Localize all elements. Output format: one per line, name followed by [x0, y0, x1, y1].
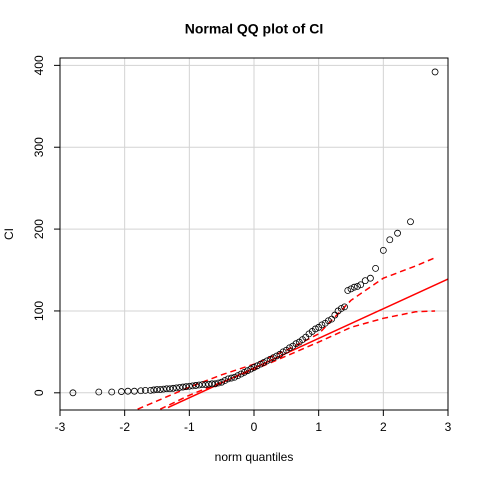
x-tick-label: 1	[315, 420, 322, 434]
point	[153, 386, 161, 393]
point	[357, 281, 365, 289]
point	[215, 379, 222, 387]
plot-area	[69, 68, 448, 410]
point	[234, 372, 242, 380]
point	[95, 388, 103, 396]
point	[150, 386, 158, 394]
y-tick-label: 200	[32, 219, 46, 239]
point	[253, 362, 261, 370]
y-tick-label: 400	[32, 55, 46, 75]
point	[163, 385, 171, 393]
point	[344, 287, 352, 294]
point	[269, 354, 277, 362]
point	[179, 383, 187, 391]
point	[257, 360, 264, 368]
point	[231, 373, 239, 381]
x-tick-label: 2	[380, 420, 387, 434]
point	[244, 367, 251, 375]
point	[341, 303, 348, 311]
point	[211, 380, 219, 388]
point	[247, 365, 255, 373]
point	[176, 384, 184, 391]
point	[218, 378, 226, 386]
point	[147, 386, 154, 394]
y-axis-label: CI	[2, 228, 16, 240]
point	[141, 386, 149, 394]
point	[69, 389, 77, 397]
point	[189, 382, 196, 390]
point	[195, 381, 203, 389]
x-tick-label: 3	[445, 420, 452, 434]
point	[108, 388, 116, 396]
point	[166, 385, 174, 393]
point	[379, 246, 387, 254]
point	[185, 382, 193, 390]
grid	[59, 58, 449, 410]
point	[324, 317, 332, 325]
point	[354, 282, 361, 290]
point	[318, 321, 326, 329]
point	[172, 384, 180, 392]
point	[240, 368, 248, 376]
point	[386, 236, 394, 244]
point	[192, 382, 200, 389]
point	[366, 274, 374, 282]
y-tick-label: 100	[32, 301, 46, 321]
point	[350, 283, 358, 291]
point	[198, 381, 206, 389]
point	[227, 374, 235, 382]
x-tick-label: -3	[55, 420, 66, 434]
point	[431, 68, 439, 76]
y-tick-label: 300	[32, 137, 46, 157]
point	[394, 229, 401, 237]
chart-title: Normal QQ plot of CI	[185, 21, 323, 37]
point	[263, 357, 271, 365]
point	[202, 381, 209, 389]
x-tick-label: -1	[184, 420, 195, 434]
point	[118, 388, 125, 395]
point	[124, 387, 132, 395]
point	[337, 305, 345, 312]
point	[266, 355, 274, 363]
point	[279, 348, 287, 356]
point	[182, 383, 190, 391]
point	[130, 387, 138, 395]
point	[137, 387, 145, 395]
y-tick-label: 0	[32, 389, 46, 396]
point	[347, 285, 355, 293]
x-tick-label: 0	[251, 420, 258, 434]
point	[169, 384, 177, 392]
point	[292, 340, 300, 348]
point	[260, 359, 268, 366]
point	[224, 375, 232, 383]
point	[221, 377, 229, 384]
reference-line	[167, 278, 448, 409]
point	[407, 218, 414, 226]
point	[156, 386, 164, 393]
point	[286, 344, 293, 352]
point	[328, 315, 336, 323]
point	[372, 264, 379, 272]
point	[331, 311, 339, 319]
x-axis-label: norm quantiles	[215, 450, 294, 464]
point	[273, 352, 281, 360]
point	[312, 325, 319, 333]
confidence-envelope	[137, 257, 436, 410]
x-tick-label: -2	[119, 420, 130, 434]
point	[250, 364, 258, 371]
confidence-envelope	[159, 310, 436, 410]
point	[237, 370, 245, 378]
point	[205, 380, 213, 388]
point	[208, 380, 216, 388]
point	[160, 385, 167, 393]
